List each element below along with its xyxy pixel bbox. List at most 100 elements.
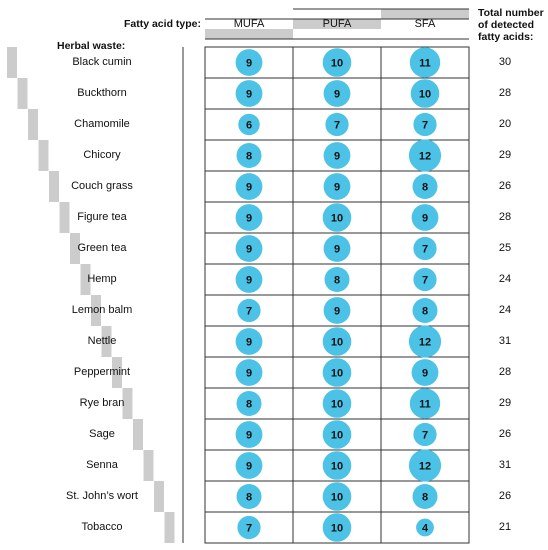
column-header-sfa: SFA — [414, 18, 436, 30]
value-bubble — [408, 449, 442, 482]
total-value: 31 — [498, 334, 512, 347]
header-bar-mufa — [205, 29, 293, 39]
value-bubble — [235, 80, 263, 107]
herb-label: Chicory — [83, 148, 121, 161]
value-bubble — [235, 452, 263, 479]
herbal-waste-label: Herbal waste: — [57, 40, 126, 52]
total-value: 28 — [498, 86, 512, 99]
value-bubble — [236, 484, 262, 509]
value-label: 4 — [422, 523, 429, 535]
value-bubble — [235, 204, 263, 231]
herb-label: Black cumin — [72, 55, 132, 68]
row-stair-bar — [112, 357, 122, 388]
row-stair-bar — [133, 419, 143, 450]
value-bubble — [323, 173, 351, 200]
value-label: 7 — [422, 120, 428, 132]
value-label: 8 — [422, 492, 428, 504]
value-label: 10 — [331, 492, 343, 504]
total-value: 24 — [498, 303, 512, 316]
row-stair-bar — [28, 109, 38, 140]
value-label: 9 — [422, 213, 428, 225]
value-label: 10 — [331, 430, 343, 442]
value-bubble — [411, 204, 439, 231]
value-bubble — [412, 298, 438, 323]
herb-label: Tobacco — [81, 520, 123, 533]
row-stair-bar — [91, 295, 101, 326]
value-bubble — [322, 420, 352, 449]
herb-label: Senna — [86, 458, 118, 471]
total-header-line-2: of detected — [478, 19, 535, 31]
value-bubble — [323, 297, 351, 324]
value-label: 9 — [246, 275, 252, 287]
value-label: 10 — [331, 461, 343, 473]
value-label: 7 — [422, 244, 428, 256]
value-label: 9 — [246, 213, 252, 225]
value-label: 10 — [331, 337, 343, 349]
value-bubble — [235, 359, 263, 386]
value-bubble — [412, 174, 438, 199]
value-bubble — [322, 513, 352, 542]
value-label: 9 — [246, 461, 252, 473]
value-label: 11 — [419, 399, 431, 411]
value-label: 7 — [422, 430, 428, 442]
value-bubble — [235, 328, 263, 355]
value-bubble — [323, 80, 351, 107]
value-label: 9 — [246, 182, 252, 194]
value-bubble — [322, 451, 352, 480]
value-label: 10 — [331, 368, 343, 380]
value-bubble — [413, 422, 437, 447]
value-label: 9 — [334, 244, 340, 256]
value-label: 9 — [246, 430, 252, 442]
row-stair-bar — [143, 450, 154, 481]
value-bubble — [416, 518, 434, 537]
herb-label: Figure tea — [77, 210, 127, 223]
value-label: 8 — [422, 306, 428, 318]
value-bubble — [323, 142, 351, 169]
header-bar-pufa — [293, 19, 381, 29]
value-bubble — [411, 359, 439, 386]
value-bubble — [413, 112, 437, 137]
value-label: 6 — [246, 120, 252, 132]
herb-label: Rye bran — [79, 396, 125, 409]
row-stair-bar — [59, 202, 70, 233]
value-bubble — [235, 235, 263, 262]
row-stair-bar — [80, 264, 91, 295]
value-label: 10 — [331, 399, 343, 411]
total-value: 21 — [498, 520, 512, 533]
value-bubble — [412, 484, 438, 509]
value-label: 12 — [419, 461, 431, 473]
value-bubble — [409, 388, 441, 419]
herb-label: Sage — [89, 427, 115, 440]
column-header-pufa: PUFA — [322, 18, 352, 30]
total-header-line-1: Total number — [478, 7, 544, 19]
total-value: 20 — [498, 117, 512, 130]
value-label: 10 — [331, 213, 343, 225]
value-bubble — [408, 139, 442, 172]
value-label: 8 — [246, 492, 252, 504]
herb-label: Buckthorn — [77, 86, 127, 99]
value-label: 7 — [334, 120, 340, 132]
row-stair-bar — [122, 388, 133, 419]
value-bubble — [408, 325, 442, 358]
column-header-mufa: MUFA — [233, 18, 265, 30]
value-label: 11 — [419, 58, 431, 70]
herb-label: Couch grass — [71, 179, 133, 192]
herb-label: Green tea — [77, 241, 127, 254]
herb-label: Peppermint — [73, 365, 131, 378]
row-stair-bar — [154, 481, 164, 512]
total-value: 24 — [498, 272, 512, 285]
value-label: 9 — [246, 244, 252, 256]
total-value: 31 — [498, 458, 512, 471]
value-bubble — [323, 235, 351, 262]
total-header-line-3: fatty acids: — [478, 31, 534, 43]
value-bubble — [410, 79, 440, 108]
value-bubble — [235, 49, 263, 76]
total-value: 30 — [498, 55, 512, 68]
value-bubble — [413, 236, 437, 261]
value-label: 7 — [246, 523, 252, 535]
value-bubble — [322, 327, 352, 356]
value-bubble — [322, 389, 352, 418]
row-stair-bar — [17, 78, 28, 109]
value-bubble — [237, 298, 261, 323]
value-label: 9 — [334, 306, 340, 318]
